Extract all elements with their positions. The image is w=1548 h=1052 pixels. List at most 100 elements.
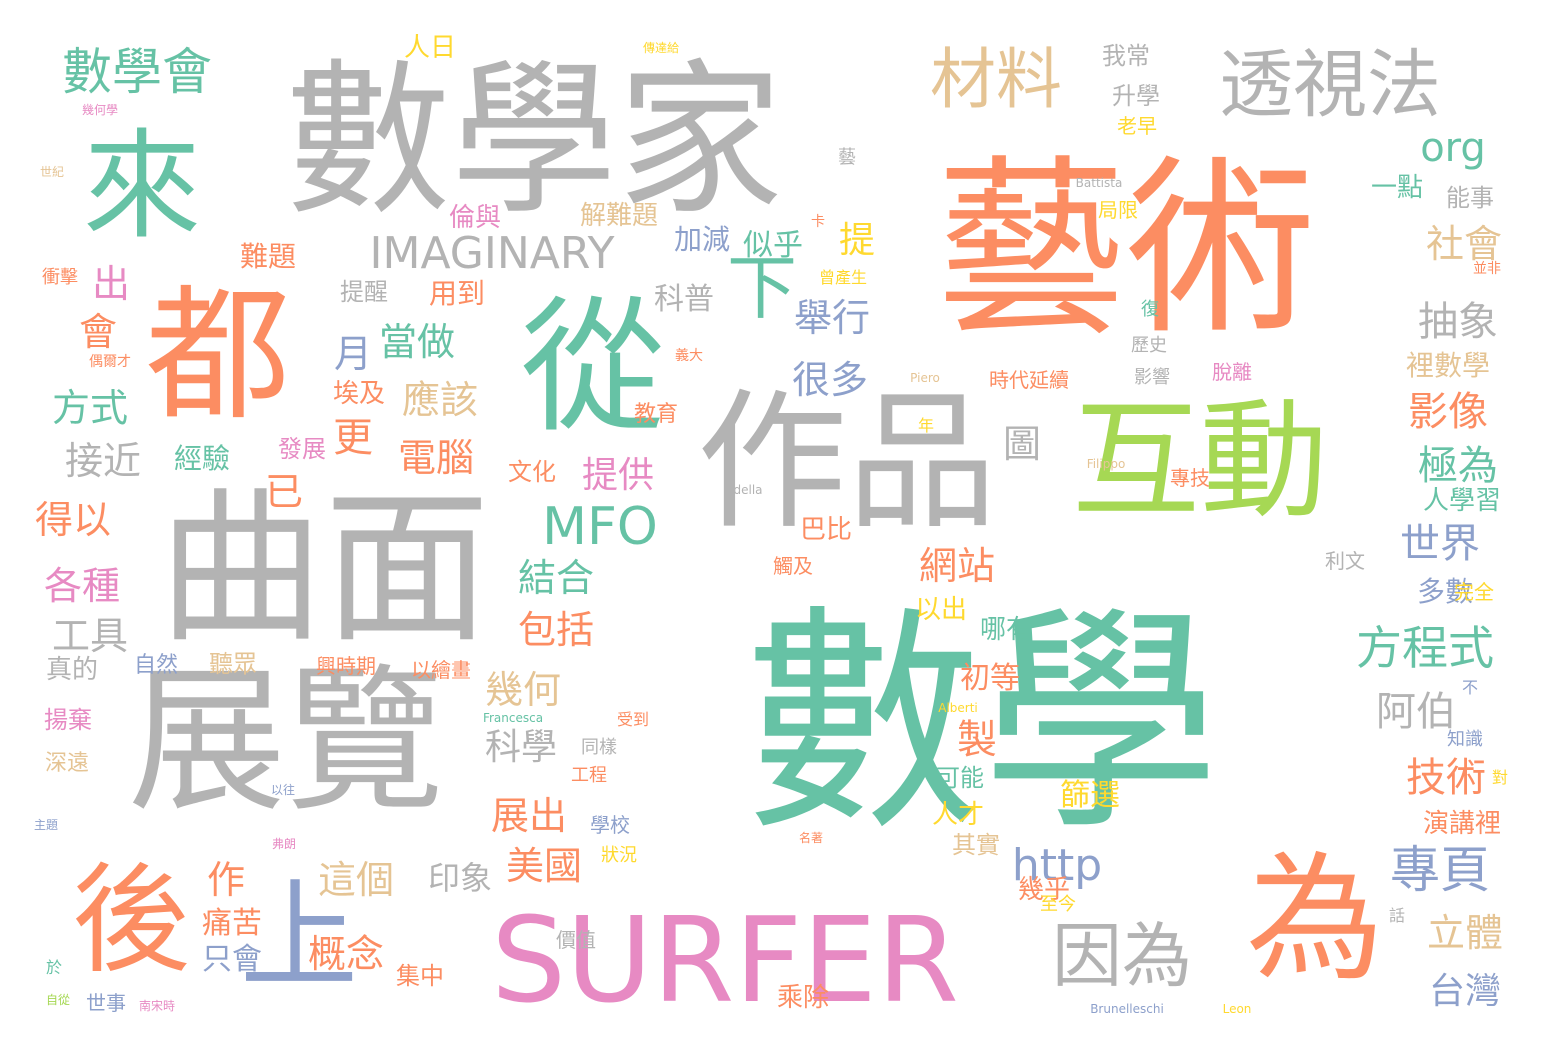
word: 展覽 <box>128 650 444 834</box>
word: 電腦 <box>397 436 475 480</box>
word: 以往 <box>270 783 296 797</box>
word: Filippo <box>1086 457 1126 471</box>
word: 世界 <box>1400 521 1480 567</box>
word: 興時期 <box>316 654 376 678</box>
word: 年 <box>917 416 935 435</box>
word: 可能 <box>936 764 984 792</box>
word: 抽象 <box>1418 299 1498 345</box>
word: org <box>1420 125 1486 171</box>
word: 話 <box>1388 906 1406 925</box>
word: 透視法 <box>1219 42 1441 128</box>
word: 不 <box>1461 678 1479 697</box>
word: 對 <box>1491 768 1509 787</box>
word: 時代延續 <box>989 368 1069 392</box>
word: 數學家 <box>285 45 783 238</box>
word: 義大 <box>675 348 703 364</box>
word: 社會 <box>1425 222 1503 266</box>
word: IMAGINARY <box>369 228 615 279</box>
word: 學校 <box>590 813 630 837</box>
word: 藝 <box>838 147 856 168</box>
word: 美國 <box>505 844 583 888</box>
word: 網站 <box>918 544 996 588</box>
word: 篩選 <box>1060 778 1120 813</box>
word: 多數 <box>1416 575 1474 608</box>
word: 舉行 <box>793 296 871 340</box>
word: 因為 <box>1052 915 1192 997</box>
word: 曲面 <box>158 473 490 666</box>
word: 概念 <box>307 932 385 976</box>
word: 埃及 <box>332 379 386 409</box>
word: 都 <box>145 271 291 441</box>
word: 印象 <box>427 859 493 897</box>
word: 發展 <box>278 435 326 463</box>
word: 至今 <box>1040 894 1076 915</box>
word: 藝術 <box>935 139 1317 360</box>
word: 月 <box>333 332 373 376</box>
word: 哪有 <box>979 615 1033 645</box>
word: 方式 <box>51 386 129 430</box>
word: 其實 <box>952 831 1000 859</box>
word: 受到 <box>616 710 650 729</box>
word: Battista <box>1075 176 1123 190</box>
word: 利文 <box>1325 549 1365 573</box>
word: 當做 <box>378 320 456 364</box>
word: 製 <box>957 717 997 763</box>
word: Leon <box>1222 1002 1252 1016</box>
word: 會 <box>78 310 118 354</box>
word: 更 <box>333 415 373 461</box>
word: 阿伯 <box>1376 689 1456 735</box>
word: 初等 <box>960 661 1020 696</box>
word: 局限 <box>1098 198 1138 222</box>
word: 聽眾 <box>209 650 257 678</box>
word: 裡數學 <box>1405 349 1491 382</box>
word: 提 <box>838 220 876 261</box>
word: 老早 <box>1117 114 1157 138</box>
word: 影像 <box>1408 389 1488 435</box>
word: 觸及 <box>773 554 813 578</box>
word: 並非 <box>1473 261 1501 277</box>
word: 只會 <box>202 942 262 977</box>
word: 演講裡 <box>1422 809 1502 839</box>
word: 以繪畫 <box>411 658 471 682</box>
word: 下 <box>727 247 797 329</box>
word: 材料 <box>930 41 1062 118</box>
word: 影響 <box>1134 367 1170 388</box>
word: della <box>733 483 763 497</box>
word: 知識 <box>1447 729 1483 750</box>
word: 一點 <box>1370 173 1424 203</box>
word: 應該 <box>401 378 479 422</box>
word: 人才 <box>931 800 985 830</box>
word: 專技 <box>1170 466 1210 490</box>
word: 圖 <box>1002 422 1042 466</box>
word: 台灣 <box>1428 971 1502 1012</box>
word: MFO <box>542 497 658 557</box>
word: 以出 <box>914 595 968 625</box>
word: 文化 <box>508 458 556 486</box>
word: 專頁 <box>1390 841 1490 899</box>
word: 互動 <box>1071 387 1329 536</box>
word: 自然 <box>133 653 179 678</box>
word: 歷史 <box>1131 335 1167 356</box>
word: 似乎 <box>743 228 803 263</box>
word: 集中 <box>396 962 444 990</box>
word: 作 <box>206 858 246 902</box>
word: 狀況 <box>601 845 637 866</box>
word: 名著 <box>798 831 824 845</box>
word: 倫與 <box>448 203 502 233</box>
word: 科學 <box>484 727 558 768</box>
word: 提供 <box>581 455 655 496</box>
word: 曾產生 <box>818 268 868 287</box>
word: Francesca <box>482 711 544 725</box>
word: 上 <box>239 867 359 1005</box>
word: 南宋時 <box>138 999 176 1013</box>
word: SURFER <box>491 891 959 1029</box>
word: 乘除 <box>776 983 830 1013</box>
word: 從 <box>520 283 666 453</box>
word: 巴比 <box>799 515 853 545</box>
word: 主題 <box>33 818 59 832</box>
word: Brunelleschi <box>1090 1002 1164 1016</box>
word: 偶爾才 <box>89 354 131 370</box>
word: 方程式 <box>1356 621 1494 675</box>
word: 提醒 <box>340 278 388 306</box>
